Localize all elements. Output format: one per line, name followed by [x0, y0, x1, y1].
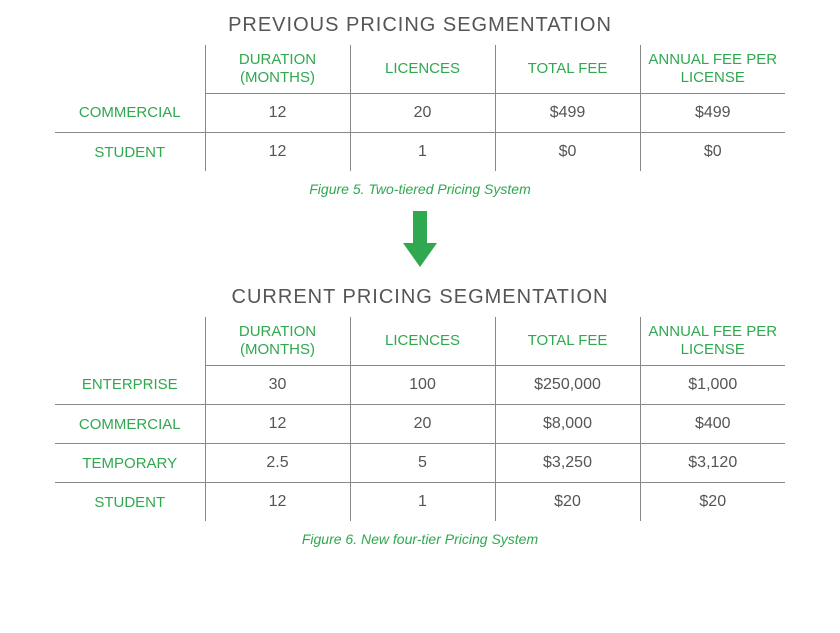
table-row: TEMPORARY 2.5 5 $3,250 $3,120 — [55, 444, 785, 483]
cell: 12 — [205, 483, 350, 522]
row-label-commercial: COMMERCIAL — [55, 405, 205, 444]
cell: $20 — [495, 483, 640, 522]
cell: 1 — [350, 133, 495, 172]
down-arrow-icon — [20, 211, 820, 272]
cell: $0 — [640, 133, 785, 172]
blank-header — [55, 317, 205, 366]
current-pricing-table: DURATION (MONTHS) LICENCES TOTAL FEE ANN… — [55, 317, 785, 521]
row-label-student: STUDENT — [55, 133, 205, 172]
cell: $499 — [495, 94, 640, 133]
current-title: CURRENT PRICING SEGMENTATION — [20, 286, 820, 309]
row-label-student: STUDENT — [55, 483, 205, 522]
col-header-licences: LICENCES — [350, 317, 495, 366]
col-header-duration: DURATION (MONTHS) — [205, 317, 350, 366]
col-header-total-fee: TOTAL FEE — [495, 317, 640, 366]
row-label-enterprise: ENTERPRISE — [55, 366, 205, 405]
cell: $250,000 — [495, 366, 640, 405]
cell: 30 — [205, 366, 350, 405]
table-header-row: DURATION (MONTHS) LICENCES TOTAL FEE ANN… — [55, 45, 785, 94]
table-row: ENTERPRISE 30 100 $250,000 $1,000 — [55, 366, 785, 405]
previous-title: PREVIOUS PRICING SEGMENTATION — [20, 14, 820, 37]
cell: $499 — [640, 94, 785, 133]
table-row: STUDENT 12 1 $0 $0 — [55, 133, 785, 172]
cell: 12 — [205, 133, 350, 172]
cell: $3,250 — [495, 444, 640, 483]
cell: $0 — [495, 133, 640, 172]
page: PREVIOUS PRICING SEGMENTATION DURATION (… — [0, 0, 840, 581]
cell: 5 — [350, 444, 495, 483]
cell: 1 — [350, 483, 495, 522]
col-header-annual-fee: ANNUAL FEE PER LICENSE — [640, 317, 785, 366]
row-label-temporary: TEMPORARY — [55, 444, 205, 483]
blank-header — [55, 45, 205, 94]
cell: $1,000 — [640, 366, 785, 405]
cell: 12 — [205, 94, 350, 133]
col-header-annual-fee: ANNUAL FEE PER LICENSE — [640, 45, 785, 94]
current-caption: Figure 6. New four-tier Pricing System — [20, 531, 820, 547]
cell: 100 — [350, 366, 495, 405]
cell: $20 — [640, 483, 785, 522]
col-header-total-fee: TOTAL FEE — [495, 45, 640, 94]
table-header-row: DURATION (MONTHS) LICENCES TOTAL FEE ANN… — [55, 317, 785, 366]
table-row: COMMERCIAL 12 20 $499 $499 — [55, 94, 785, 133]
cell: 2.5 — [205, 444, 350, 483]
col-header-duration: DURATION (MONTHS) — [205, 45, 350, 94]
table-row: COMMERCIAL 12 20 $8,000 $400 — [55, 405, 785, 444]
cell: $400 — [640, 405, 785, 444]
cell: 20 — [350, 405, 495, 444]
table-row: STUDENT 12 1 $20 $20 — [55, 483, 785, 522]
row-label-commercial: COMMERCIAL — [55, 94, 205, 133]
cell: $3,120 — [640, 444, 785, 483]
cell: 20 — [350, 94, 495, 133]
col-header-licences: LICENCES — [350, 45, 495, 94]
cell: $8,000 — [495, 405, 640, 444]
cell: 12 — [205, 405, 350, 444]
previous-pricing-table: DURATION (MONTHS) LICENCES TOTAL FEE ANN… — [55, 45, 785, 171]
previous-caption: Figure 5. Two-tiered Pricing System — [20, 181, 820, 197]
